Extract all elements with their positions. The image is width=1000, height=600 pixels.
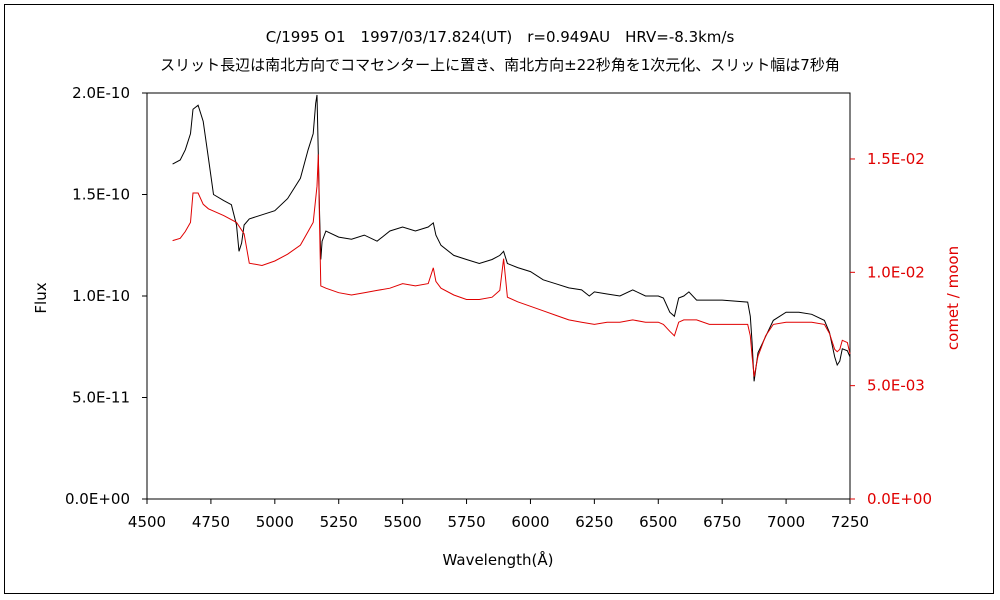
x-tick-label: 5750 — [447, 513, 485, 531]
x-tick-label: 5500 — [384, 513, 422, 531]
chart-title: C/1995 O1 1997/03/17.824(UT) r=0.949AU H… — [266, 28, 735, 46]
x-tick-label: 6500 — [639, 513, 677, 531]
plot-area — [146, 92, 851, 500]
x-tick-label: 4750 — [192, 513, 230, 531]
y-tick-label: 5.0E-11 — [72, 389, 130, 407]
y2-tick-label: 1.5E-02 — [867, 150, 925, 168]
x-tick-label: 5000 — [256, 513, 294, 531]
ratio-series-line — [172, 154, 851, 377]
x-tick-label: 4500 — [128, 513, 166, 531]
chart-frame — [4, 4, 994, 594]
y2-tick-label: 1.0E-02 — [867, 263, 925, 281]
y2-tick-label: 5.0E-03 — [867, 377, 925, 395]
flux-series-line — [172, 94, 851, 382]
y-tick-label: 0.0E+00 — [65, 490, 130, 508]
y-axis-right: 0.0E+00 5.0E-03 1.0E-02 1.5E-02 — [850, 150, 932, 508]
x-axis: 4500 4750 5000 5250 5500 5750 6000 6250 6500 6750… — [128, 499, 869, 531]
x-tick-label: 6750 — [703, 513, 741, 531]
y2-axis-title: comet / moon — [944, 246, 962, 350]
series-layer — [172, 94, 851, 382]
x-tick-label: 7250 — [831, 513, 869, 531]
x-tick-label: 6250 — [575, 513, 613, 531]
y2-tick-label: 0.0E+00 — [867, 490, 932, 508]
y-axis-left: 0.0E+00 5.0E-11 1.0E-10 1.5E-10 2.0E-10 — [65, 84, 147, 508]
x-axis-title: Wavelength(Å) — [443, 550, 554, 569]
y-tick-label: 1.0E-10 — [72, 287, 130, 305]
x-tick-label: 6000 — [511, 513, 549, 531]
y-tick-label: 1.5E-10 — [72, 186, 130, 204]
chart-subtitle: スリット長辺は南北方向でコマセンター上に置き、南北方向±22秒角を1次元化、スリ… — [160, 56, 840, 74]
x-tick-label: 5250 — [320, 513, 358, 531]
y-axis-title: Flux — [32, 282, 50, 313]
x-tick-label: 7000 — [767, 513, 805, 531]
y-tick-label: 2.0E-10 — [72, 84, 130, 102]
